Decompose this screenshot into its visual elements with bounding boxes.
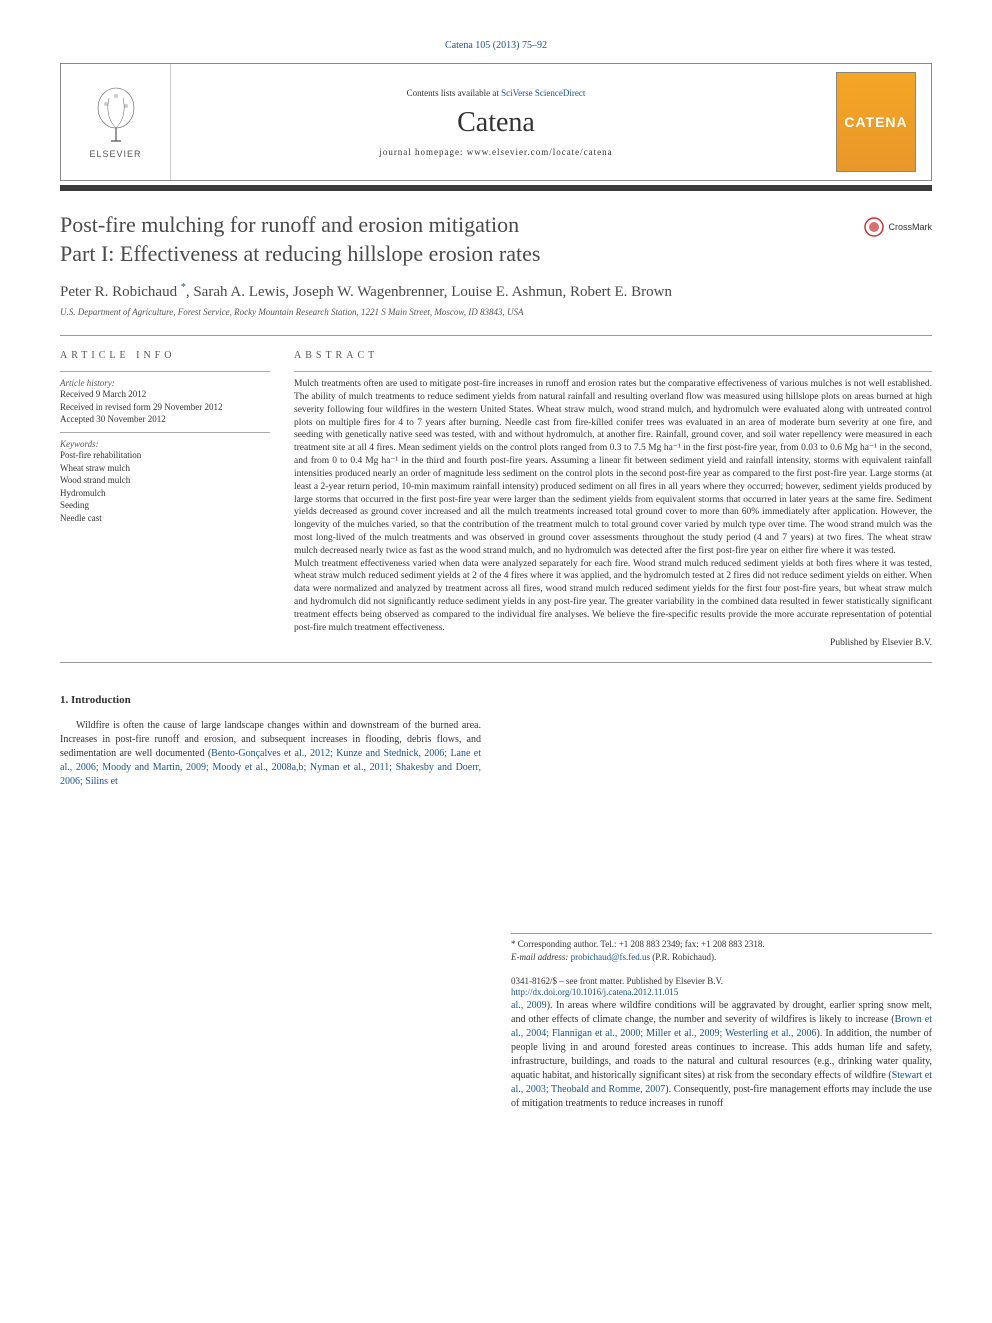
introduction-heading: 1. Introduction xyxy=(60,693,481,708)
published-by: Published by Elsevier B.V. xyxy=(294,638,932,648)
journal-cover: CATENA xyxy=(836,72,916,172)
history-received: Received 9 March 2012 xyxy=(60,388,270,401)
history-label: Article history: xyxy=(60,378,270,388)
contents-text: Contents lists available at xyxy=(407,88,501,98)
intro-para-col2: al., 2009). In areas where wildfire cond… xyxy=(511,999,932,1111)
abstract-block: ABSTRACT Mulch treatments often are used… xyxy=(294,350,932,648)
issn-line: 0341-8162/$ – see front matter. Publishe… xyxy=(511,976,932,988)
crossmark-label: CrossMark xyxy=(888,222,932,232)
header-dark-bar xyxy=(60,185,932,191)
doi-link[interactable]: http://dx.doi.org/10.1016/j.catena.2012.… xyxy=(511,987,932,999)
homepage-url[interactable]: www.elsevier.com/locate/catena xyxy=(467,147,613,157)
keyword-5: Needle cast xyxy=(60,512,270,525)
keywords-label: Keywords: xyxy=(60,439,270,449)
affiliation: U.S. Department of Agriculture, Forest S… xyxy=(60,307,932,317)
article-title: Post-fire mulching for runoff and erosio… xyxy=(60,211,932,268)
header-center: Contents lists available at SciVerse Sci… xyxy=(171,64,821,180)
keyword-2: Wood strand mulch xyxy=(60,474,270,487)
authors-line: Peter R. Robichaud *, Sarah A. Lewis, Jo… xyxy=(60,282,932,301)
corresponding-author-star[interactable]: * xyxy=(181,282,186,293)
abstract-p1: Mulch treatments often are used to mitig… xyxy=(294,378,932,557)
journal-name: Catena xyxy=(457,107,535,139)
keyword-4: Seeding xyxy=(60,499,270,512)
footer-block: 0341-8162/$ – see front matter. Publishe… xyxy=(511,976,932,999)
elsevier-label: ELSEVIER xyxy=(89,149,141,159)
contents-line: Contents lists available at SciVerse Sci… xyxy=(407,87,586,99)
elsevier-logo-cell: ELSEVIER xyxy=(61,64,171,180)
info-rule-1 xyxy=(60,371,270,372)
journal-cover-title: CATENA xyxy=(844,114,907,130)
ref-link-1b[interactable]: al., 2009 xyxy=(511,1000,547,1011)
section-rule-bottom xyxy=(60,662,932,663)
corresp-line-1: * Corresponding author. Tel.: +1 208 883… xyxy=(511,938,932,951)
crossmark-badge[interactable]: CrossMark xyxy=(864,217,932,237)
abstract-heading: ABSTRACT xyxy=(294,350,932,361)
article-info-block: ARTICLE INFO Article history: Received 9… xyxy=(60,350,270,648)
info-rule-2 xyxy=(60,432,270,433)
elsevier-tree-icon xyxy=(91,86,141,146)
keyword-0: Post-fire rehabilitation xyxy=(60,449,270,462)
history-revised: Received in revised form 29 November 201… xyxy=(60,401,270,414)
section-rule-top xyxy=(60,335,932,336)
journal-cover-cell: CATENA xyxy=(821,64,931,180)
journal-header: ELSEVIER Contents lists available at Sci… xyxy=(60,63,932,181)
info-abstract-row: ARTICLE INFO Article history: Received 9… xyxy=(60,350,932,648)
history-accepted: Accepted 30 November 2012 xyxy=(60,413,270,426)
abstract-rule xyxy=(294,371,932,372)
corresp-line-2: E-mail address: probichaud@fs.fed.us (P.… xyxy=(511,951,932,964)
elsevier-logo: ELSEVIER xyxy=(89,86,141,159)
article-info-heading: ARTICLE INFO xyxy=(60,350,270,361)
abstract-text: Mulch treatments often are used to mitig… xyxy=(294,378,932,634)
abstract-p2: Mulch treatment effectiveness varied whe… xyxy=(294,558,932,635)
sciverse-link[interactable]: SciVerse ScienceDirect xyxy=(501,88,585,98)
intro-para-col1: Wildfire is often the cause of large lan… xyxy=(60,719,481,789)
journal-homepage: journal homepage: www.elsevier.com/locat… xyxy=(379,147,612,157)
keyword-1: Wheat straw mulch xyxy=(60,462,270,475)
title-section: CrossMark Post-fire mulching for runoff … xyxy=(60,211,932,268)
crossmark-icon xyxy=(864,217,884,237)
author-email-link[interactable]: probichaud@fs.fed.us xyxy=(571,952,650,962)
keyword-3: Hydromulch xyxy=(60,487,270,500)
body-two-column: 1. Introduction Wildfire is often the ca… xyxy=(60,693,932,1111)
correspondence-block: * Corresponding author. Tel.: +1 208 883… xyxy=(511,933,932,963)
citation-link[interactable]: Catena 105 (2013) 75–92 xyxy=(60,40,932,51)
